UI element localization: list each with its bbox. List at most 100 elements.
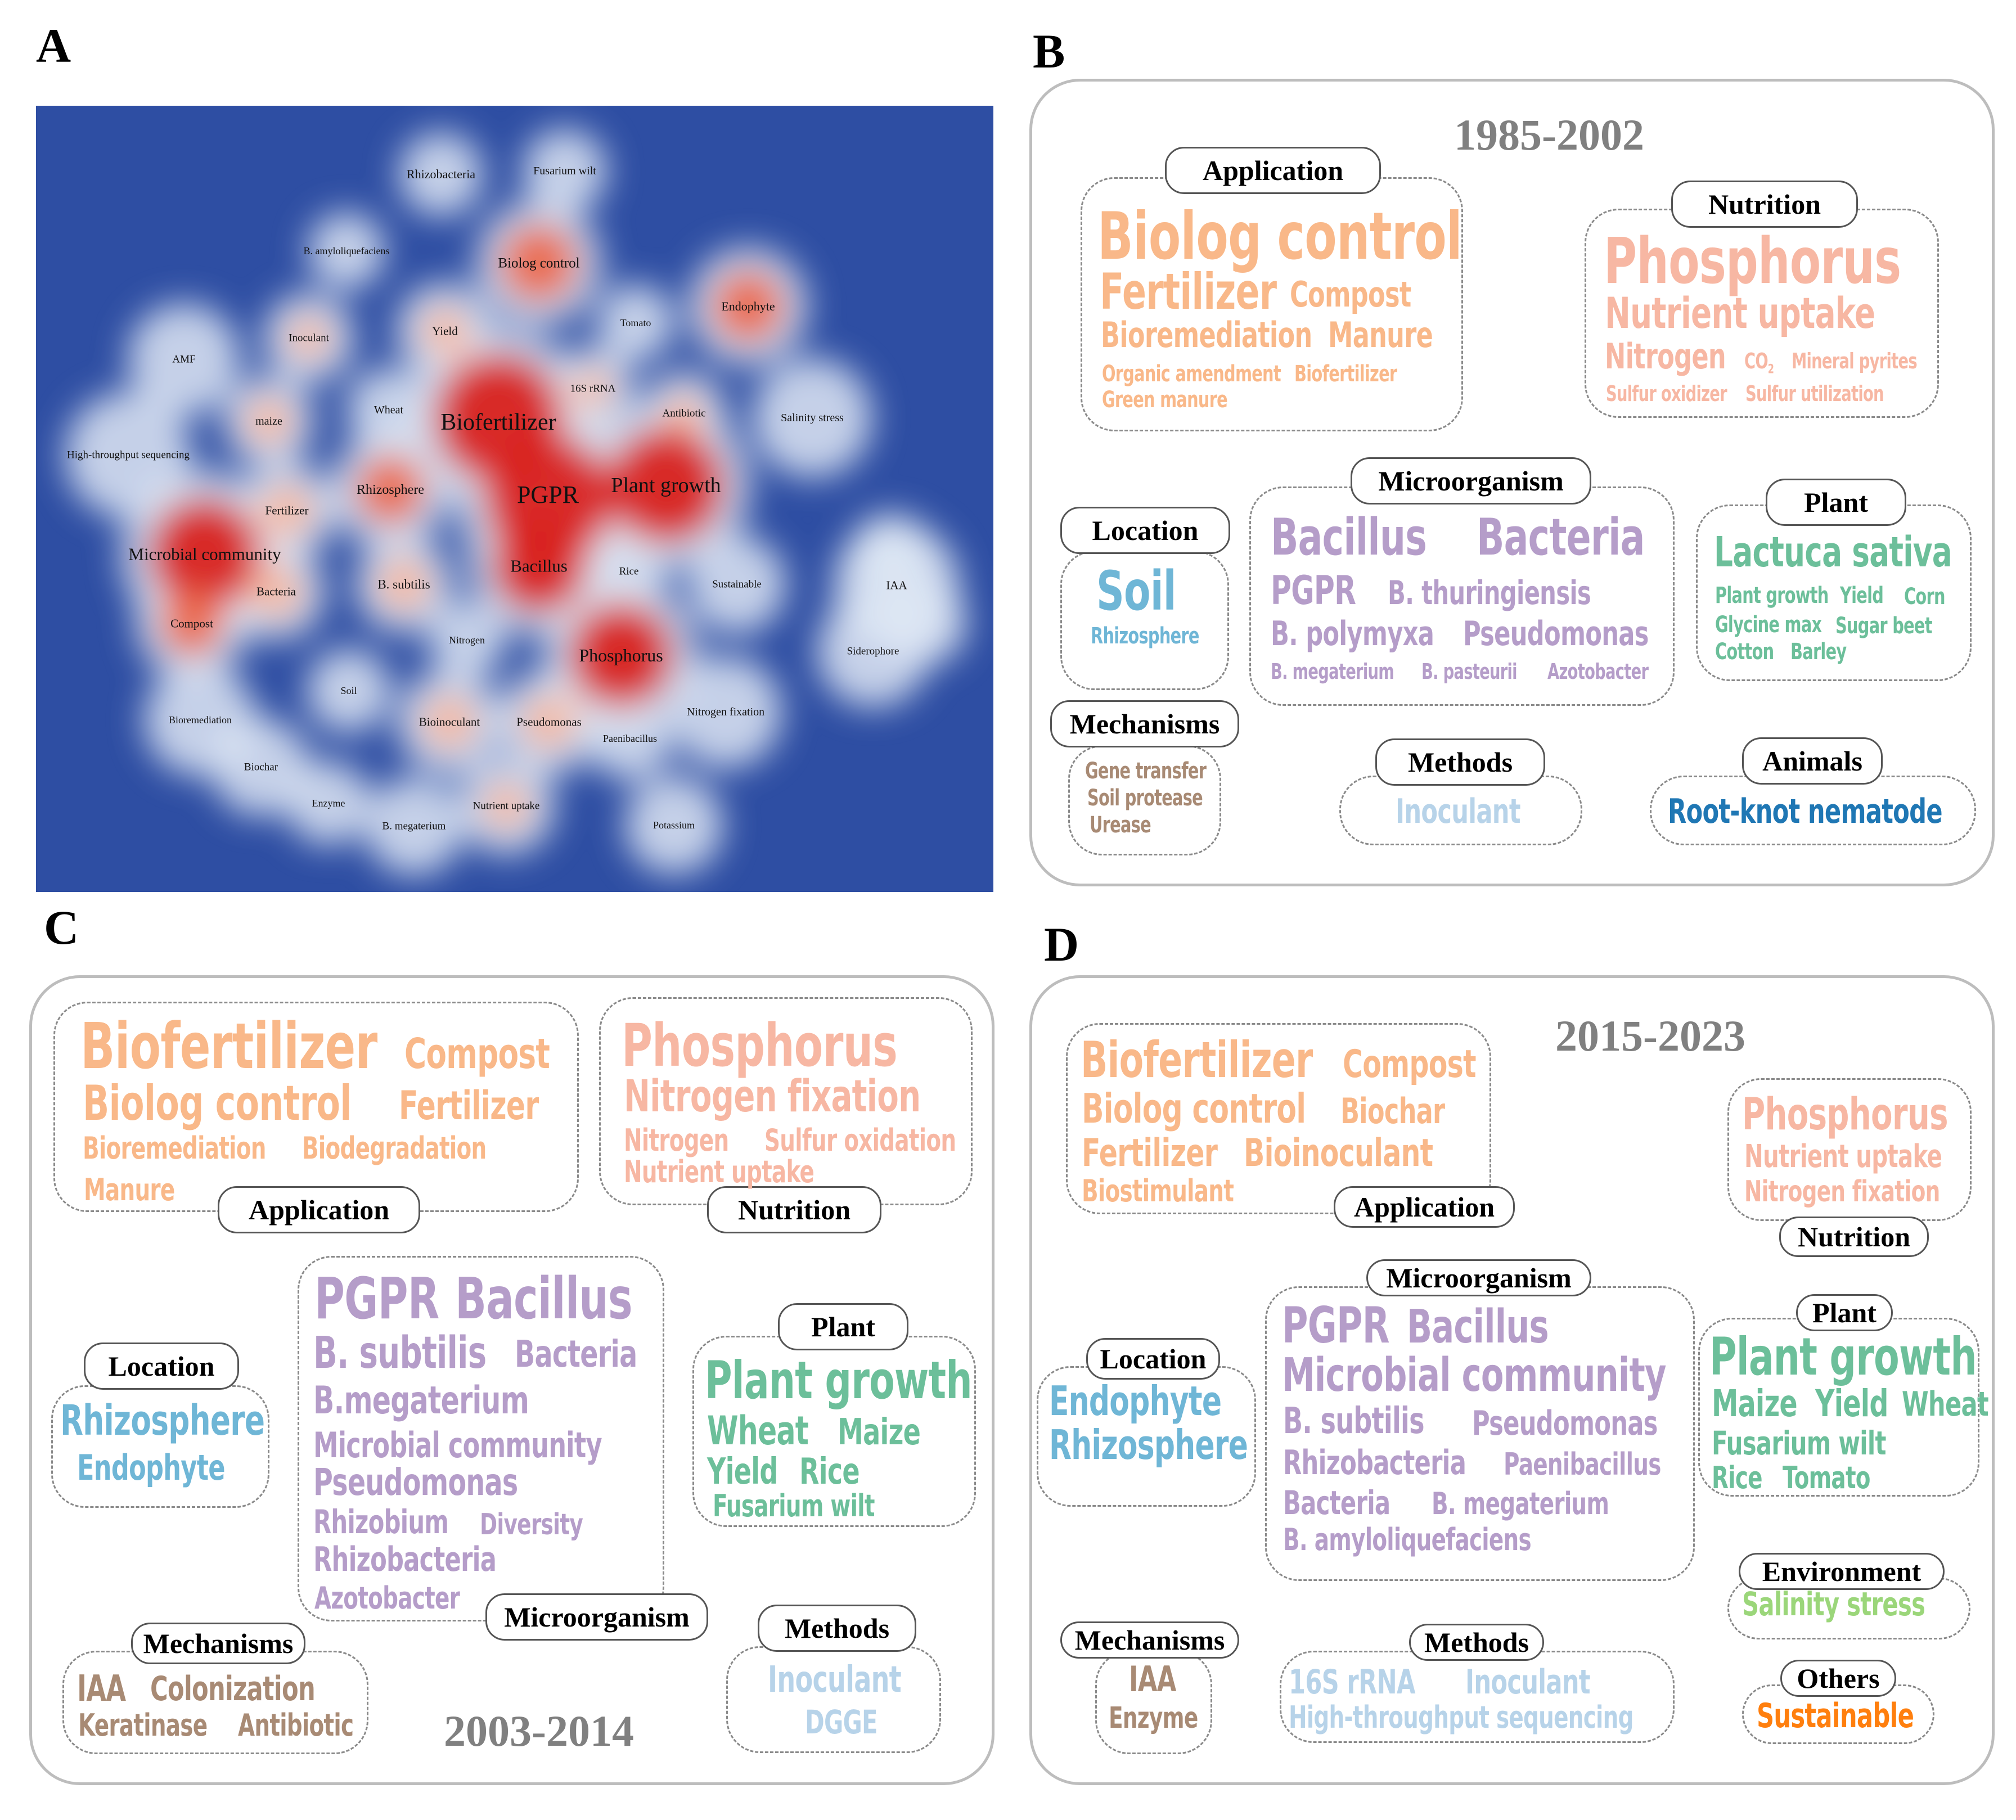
word-fertilizer: Fertilizer (1082, 1131, 1218, 1175)
mechanisms-label: Mechanisms (131, 1623, 305, 1664)
word-biofertilizer: Biofertilizer (1081, 1031, 1313, 1089)
kw-plant-growth: Plant growth (611, 474, 721, 497)
density-core (663, 392, 705, 435)
kw-nitrogen: Nitrogen (449, 634, 485, 646)
density-core (572, 367, 614, 410)
application-label: Application (1165, 147, 1381, 194)
kw-high-throughput-sequencing: High-throughput sequencing (67, 449, 190, 461)
word-barley: Barley (1790, 639, 1847, 665)
word-azotobacter: Azotobacter (314, 1580, 460, 1616)
density-halo (399, 132, 483, 217)
word-gene-transfer: Gene transfer (1085, 758, 1207, 784)
word-diversity: Diversity (480, 1508, 583, 1542)
kw-microbial-community: Microbial community (128, 544, 281, 564)
word-biolog-control: Biolog control (1097, 199, 1462, 274)
density-halo (212, 718, 310, 817)
word-pseudomonas: Pseudomonas (313, 1461, 518, 1504)
density-halo (307, 648, 391, 733)
application-label: Application (1334, 1186, 1515, 1228)
word-glycine-max: Glycine max (1715, 612, 1822, 638)
word-high-throughput-sequencing: High-throughput sequencing (1289, 1700, 1634, 1735)
word-biodegradation: Biodegradation (302, 1130, 487, 1166)
kw-iaa: IAA (886, 578, 907, 592)
year-range: 2015-2023 (1555, 1011, 1745, 1060)
mechanisms-label: Mechanisms (1060, 1621, 1239, 1659)
word-bioremediation: Bioremediation (83, 1130, 266, 1166)
word-sulfur-utilization: Sulfur utilization (1745, 381, 1884, 406)
microorganism-label: Microorganism (1351, 457, 1591, 504)
word-microbial-community: Microbial community (313, 1425, 602, 1466)
panel-c: 2003-2014 Application Biofertilizer Comp… (29, 975, 994, 1785)
word-nutrient-uptake: Nutrient uptake (1744, 1138, 1942, 1175)
methods-label: Methods (1375, 738, 1545, 786)
word-rhizosphere: Rhizosphere (1049, 1421, 1248, 1468)
word-rhizobium: Rhizobium (313, 1503, 449, 1541)
microorganism-label: Microorganism (485, 1593, 708, 1641)
word-colonization: Colonization (150, 1669, 316, 1709)
word-biolog-control: Biolog control (83, 1075, 352, 1132)
word-mineral-pyrites: Mineral pyrites (1792, 349, 1918, 373)
word-manure: Manure (84, 1172, 175, 1208)
word-organic-amendment: Organic amendment (1102, 361, 1281, 387)
kw-paenibacillus: Paenibacillus (603, 733, 657, 744)
word-plant-growth: Plant growth (1709, 1327, 1977, 1387)
word-pseudomonas: Pseudomonas (1472, 1404, 1658, 1443)
density-core (354, 454, 426, 526)
nutrition-label: Nutrition (1671, 181, 1858, 228)
kw-maize: maize (255, 415, 282, 427)
kw-biolog-control: Biolog control (498, 255, 580, 271)
density-core (244, 396, 294, 447)
word-sugar-beet: Sugar beet (1835, 613, 1932, 639)
word-phosphorus: Phosphorus (1604, 225, 1901, 298)
microorganism-group (298, 1256, 664, 1621)
word-bacteria: Bacteria (1477, 508, 1645, 567)
word-16s-rrna: 16S rRNA (1289, 1663, 1415, 1702)
word-microbial-community: Microbial community (1282, 1349, 1666, 1402)
plant-label: Plant (1766, 479, 1906, 526)
word-sulfur-oxidation: Sulfur oxidation (764, 1123, 956, 1158)
kw-pgpr: PGPR (516, 481, 579, 508)
density-halo (849, 513, 933, 598)
density-halo (883, 581, 967, 665)
kw-bacteria: Bacteria (256, 584, 296, 598)
density-core (482, 781, 531, 831)
kw-enzyme: Enzyme (312, 798, 345, 809)
methods-label: Methods (1409, 1624, 1544, 1661)
word-b-amyloliquefaciens: B. amyloliquefaciens (1283, 1522, 1532, 1557)
word-b-subtilis: B. subtilis (313, 1328, 487, 1378)
kw-b-megaterium: B. megaterium (382, 820, 446, 832)
density-core (520, 693, 578, 751)
word-yield: Yield (707, 1451, 778, 1493)
density-core (376, 556, 432, 612)
density-core (286, 315, 332, 361)
word-fertilizer: Fertilizer (1100, 263, 1277, 321)
word-biolog-control: Biolog control (1082, 1085, 1306, 1132)
word-pseudomonas: Pseudomonas (1463, 614, 1649, 654)
word-fusarium-wilt: Fusarium wilt (713, 1488, 875, 1524)
density-core (147, 497, 262, 611)
kw-inoculant: Inoculant (289, 332, 329, 344)
word-bacillus: Bacillus (1271, 508, 1427, 567)
kw-fusarium-wilt: Fusarium wilt (533, 165, 596, 177)
word-phosphorus: Phosphorus (622, 1011, 898, 1080)
density-halo (669, 656, 782, 768)
word-enzyme: Enzyme (1109, 1701, 1198, 1735)
word-fertilizer: Fertilizer (399, 1083, 539, 1129)
panel-label-d: D (1044, 917, 1079, 971)
kw-rhizobacteria: Rhizobacteria (406, 167, 476, 181)
word-nitrogen: Nitrogen (624, 1123, 729, 1158)
word-iaa: IAA (77, 1668, 126, 1710)
word-biochar: Biochar (1340, 1091, 1445, 1132)
word-nitrogen: Nitrogen (1605, 336, 1726, 377)
word-tomato: Tomato (1783, 1460, 1871, 1495)
word-b-subtilis: B. subtilis (1283, 1400, 1425, 1442)
density-halo (597, 284, 674, 362)
density-halo (624, 776, 723, 875)
word-compost: Compost (1343, 1042, 1476, 1087)
word-bacteria: Bacteria (1283, 1484, 1390, 1522)
panel-label-b: B (1033, 24, 1065, 78)
word-soil-protease: Soil protease (1087, 785, 1203, 811)
density-halo (286, 761, 371, 845)
word-nitrogen-fixation: Nitrogen fixation (624, 1071, 921, 1122)
density-halo (687, 535, 786, 634)
